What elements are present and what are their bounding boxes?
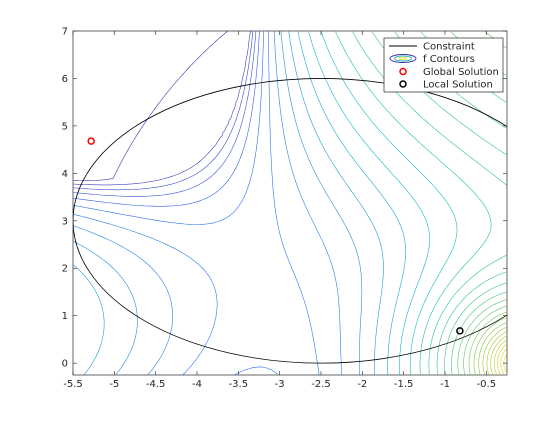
contour-line xyxy=(482,326,507,375)
x-tick-label: -3 xyxy=(275,379,285,390)
contour-line xyxy=(473,317,507,375)
legend-box xyxy=(383,37,504,93)
contour-line xyxy=(73,31,254,191)
contour-line xyxy=(320,31,458,375)
contour-line xyxy=(493,339,507,375)
x-tick-label: -4.5 xyxy=(146,379,166,390)
constraint-curve xyxy=(73,78,507,364)
contour-line xyxy=(335,31,492,375)
contour-line xyxy=(486,331,507,375)
global-solution-marker xyxy=(87,137,95,145)
x-tick-label: -4 xyxy=(192,379,202,390)
axis-ticks: -5.5 -5 -4.5 -4 -3.5 -3 -2.5 -2 -1.5 -1 -0.5 0 1 2 3 4 5… xyxy=(62,27,507,390)
legend-local-label: Local Solution xyxy=(423,80,493,91)
legend-contours-label: f Contours xyxy=(423,54,475,65)
contour-line xyxy=(351,31,507,375)
x-tick-label: -5 xyxy=(109,379,119,390)
contour-line xyxy=(73,31,251,186)
y-tick-label: 5 xyxy=(62,121,68,132)
y-tick-label: 7 xyxy=(62,27,68,38)
x-tick-label: -1 xyxy=(440,379,450,390)
y-tick-label: 3 xyxy=(62,216,68,227)
legend-constraint-label: Constraint xyxy=(423,42,475,53)
y-tick-label: 0 xyxy=(62,359,68,370)
constraint-layer xyxy=(73,78,507,364)
contour-line xyxy=(73,31,260,207)
y-tick-label: 2 xyxy=(62,264,68,275)
contour-line xyxy=(73,31,384,375)
x-tick-label: -2 xyxy=(357,379,367,390)
x-tick-label: -3.5 xyxy=(229,379,249,390)
contour-line xyxy=(500,347,507,375)
contour-line xyxy=(297,31,406,375)
contour-line xyxy=(503,352,507,374)
contour-line xyxy=(73,31,363,375)
legend-global-marker xyxy=(399,67,407,76)
local-solution-marker xyxy=(456,327,464,335)
contour-line xyxy=(73,31,257,197)
solution-markers xyxy=(87,137,464,335)
legend-local-marker xyxy=(399,80,407,88)
x-tick-label: -0.5 xyxy=(477,379,497,390)
contour-line xyxy=(468,311,507,375)
legend-global-label: Global Solution xyxy=(423,67,499,78)
contour-line xyxy=(73,31,343,375)
y-tick-label: 4 xyxy=(62,169,68,180)
contour-line xyxy=(308,31,430,375)
x-tick-label: -2.5 xyxy=(311,379,331,390)
contour-line xyxy=(490,335,507,375)
contour-line xyxy=(497,343,507,375)
x-tick-label: -5.5 xyxy=(63,379,83,390)
x-tick-label: -1.5 xyxy=(394,379,414,390)
f-contour-lines xyxy=(73,31,507,375)
legend-contour-swatch-icon xyxy=(389,54,417,63)
contour-line xyxy=(73,31,320,375)
y-tick-label: 1 xyxy=(62,311,68,322)
y-tick-label: 6 xyxy=(62,74,68,85)
legend: Constraint f Contours Global Solution Lo… xyxy=(383,37,504,93)
contour-line xyxy=(478,322,507,375)
